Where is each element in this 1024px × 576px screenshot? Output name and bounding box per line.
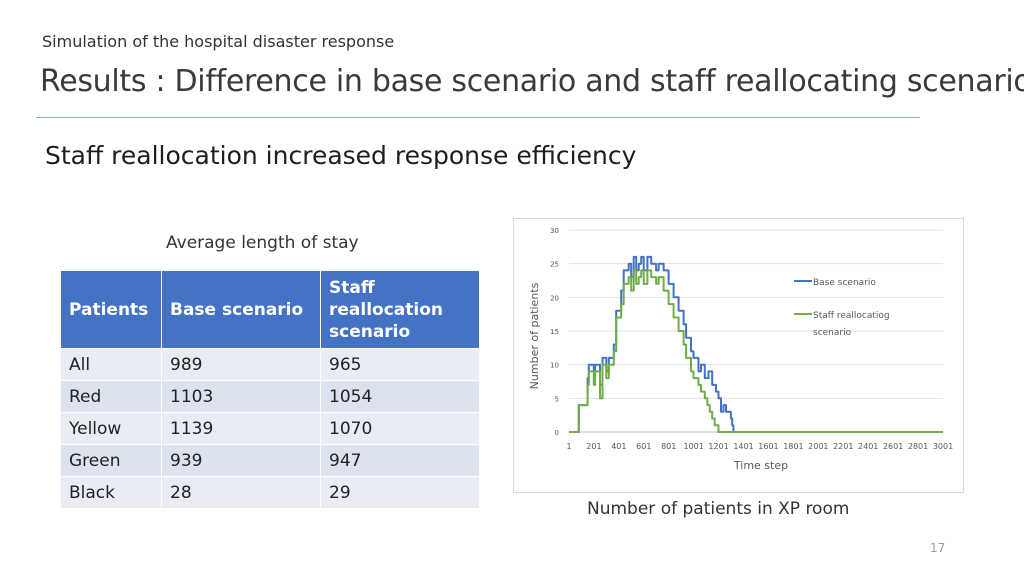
x-tick-label: 3001 (933, 442, 953, 451)
title-divider (36, 117, 920, 118)
y-tick-label: 15 (550, 328, 559, 336)
x-tick-label: 601 (636, 442, 651, 451)
legend-label: scenario (813, 328, 852, 338)
cell-base: 28 (161, 476, 321, 508)
slide-headline: Staff reallocation increased response ef… (45, 141, 637, 170)
table-row: Yellow 1139 1070 (61, 412, 479, 445)
staff-reallocation-line (569, 269, 943, 433)
x-tick-label: 1201 (708, 442, 728, 451)
cell-staff: 947 (320, 444, 479, 477)
header-staff-reallocation: Staff reallocation scenario (320, 271, 479, 349)
header-base-scenario: Base scenario (161, 271, 321, 349)
cell-staff: 29 (320, 476, 479, 508)
table-caption: Average length of stay (166, 233, 359, 253)
cell-base: 1103 (161, 380, 321, 413)
x-tick-label: 2201 (833, 442, 853, 451)
cell-patients: Red (61, 380, 162, 413)
y-axis-title: Number of patients (528, 282, 541, 389)
cell-staff: 965 (320, 348, 479, 381)
table-row: All 989 965 (61, 348, 479, 381)
legend-label: Staff reallocatiog (813, 311, 890, 321)
slide-title: Results : Difference in base scenario an… (40, 64, 1024, 99)
header-patients: Patients (61, 271, 162, 349)
cell-patients: All (61, 348, 162, 381)
table-row: Red 1103 1054 (61, 380, 479, 413)
table-header-row: Patients Base scenario Staff reallocatio… (61, 271, 479, 349)
length-of-stay-table: Patients Base scenario Staff reallocatio… (61, 271, 479, 508)
cell-staff: 1070 (320, 412, 479, 445)
y-tick-label: 5 (555, 395, 559, 403)
table-row: Black 28 29 (61, 476, 479, 508)
x-tick-label: 2001 (808, 442, 828, 451)
y-tick-label: 0 (555, 429, 559, 437)
x-tick-label: 2401 (858, 442, 878, 451)
cell-base: 989 (161, 348, 321, 381)
cell-patients: Green (61, 444, 162, 477)
y-tick-label: 25 (550, 261, 559, 269)
x-tick-label: 1401 (733, 442, 753, 451)
cell-base: 1139 (161, 412, 321, 445)
cell-base: 939 (161, 444, 321, 477)
y-tick-label: 20 (550, 294, 559, 302)
cell-patients: Black (61, 476, 162, 508)
chart-container: 0 5 10 15 20 25 30 1 201 401 601 801 1001 1201 1401 160… (513, 218, 964, 493)
x-tick-label: 401 (611, 442, 626, 451)
y-tick-label: 10 (550, 362, 559, 370)
x-tick-label: 1601 (758, 442, 778, 451)
x-tick-label: 1001 (683, 442, 703, 451)
x-tick-label: 2601 (883, 442, 903, 451)
legend-label: Base scenario (813, 278, 876, 288)
x-tick-label: 1 (566, 442, 571, 451)
x-tick-label: 2801 (908, 442, 928, 451)
y-tick-label: 30 (550, 227, 559, 235)
x-tick-label: 201 (586, 442, 601, 451)
x-axis-title: Time step (733, 459, 788, 472)
slide-subtitle: Simulation of the hospital disaster resp… (42, 32, 395, 51)
table-row: Green 939 947 (61, 444, 479, 477)
chart-caption: Number of patients in XP room (587, 499, 850, 519)
x-tick-label: 1801 (783, 442, 803, 451)
x-tick-label: 801 (661, 442, 676, 451)
cell-patients: Yellow (61, 412, 162, 445)
cell-staff: 1054 (320, 380, 479, 413)
page-number: 17 (930, 541, 946, 555)
